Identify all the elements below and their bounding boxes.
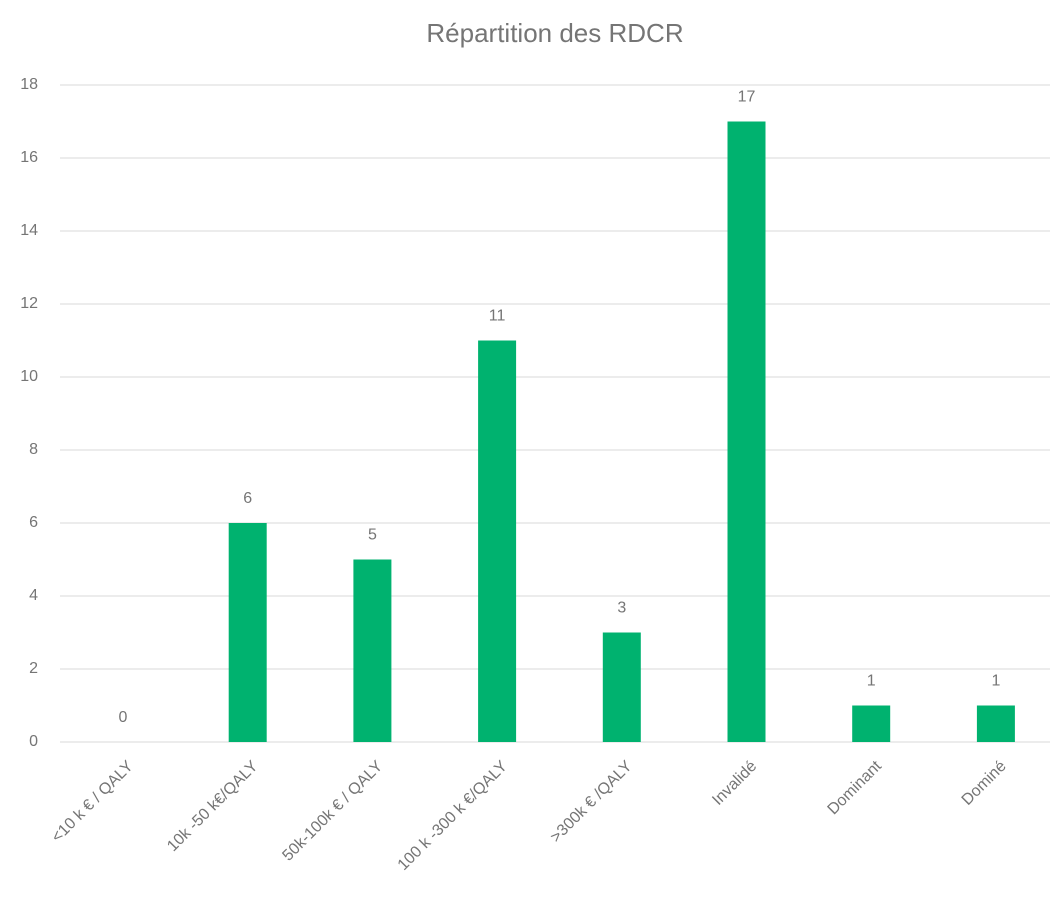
y-tick-label: 2 [29,660,38,677]
data-label: 6 [243,490,252,507]
y-tick-label: 0 [29,733,38,750]
y-tick-label: 6 [29,514,38,531]
data-label: 3 [617,600,626,617]
data-label: 1 [867,673,876,690]
data-label: 5 [368,527,377,544]
bar [976,705,1015,742]
y-tick-label: 14 [20,222,38,239]
y-tick-label: 8 [29,441,38,458]
y-tick-label: 4 [29,587,38,604]
bar [602,632,641,742]
y-tick-label: 10 [20,368,38,385]
bar [353,559,392,742]
data-label: 0 [119,709,128,726]
bar [478,340,517,742]
x-tick-label: Dominé [959,758,1010,809]
x-tick-label: <10 k € / QALY [49,758,137,846]
data-label: 11 [489,308,506,325]
y-tick-label: 12 [20,295,38,312]
bar [852,705,891,742]
x-tick-label: 10k -50 k€/QALY [164,758,262,856]
data-label: 17 [738,89,756,106]
x-tick-label: 100 k -300 k €/QALY [395,758,511,874]
bar [727,121,766,742]
x-tick-label: 50k-100k € / QALY [279,758,386,865]
y-tick-label: 18 [20,76,38,93]
x-tick-label: Dominant [825,757,886,818]
x-tick-label: Invalidé [709,758,760,809]
bar [228,523,267,742]
x-tick-label: >300k € /QALY [547,758,635,846]
data-label: 1 [991,673,1000,690]
y-tick-label: 16 [20,149,38,166]
chart-title: Répartition des RDCR [426,18,683,48]
